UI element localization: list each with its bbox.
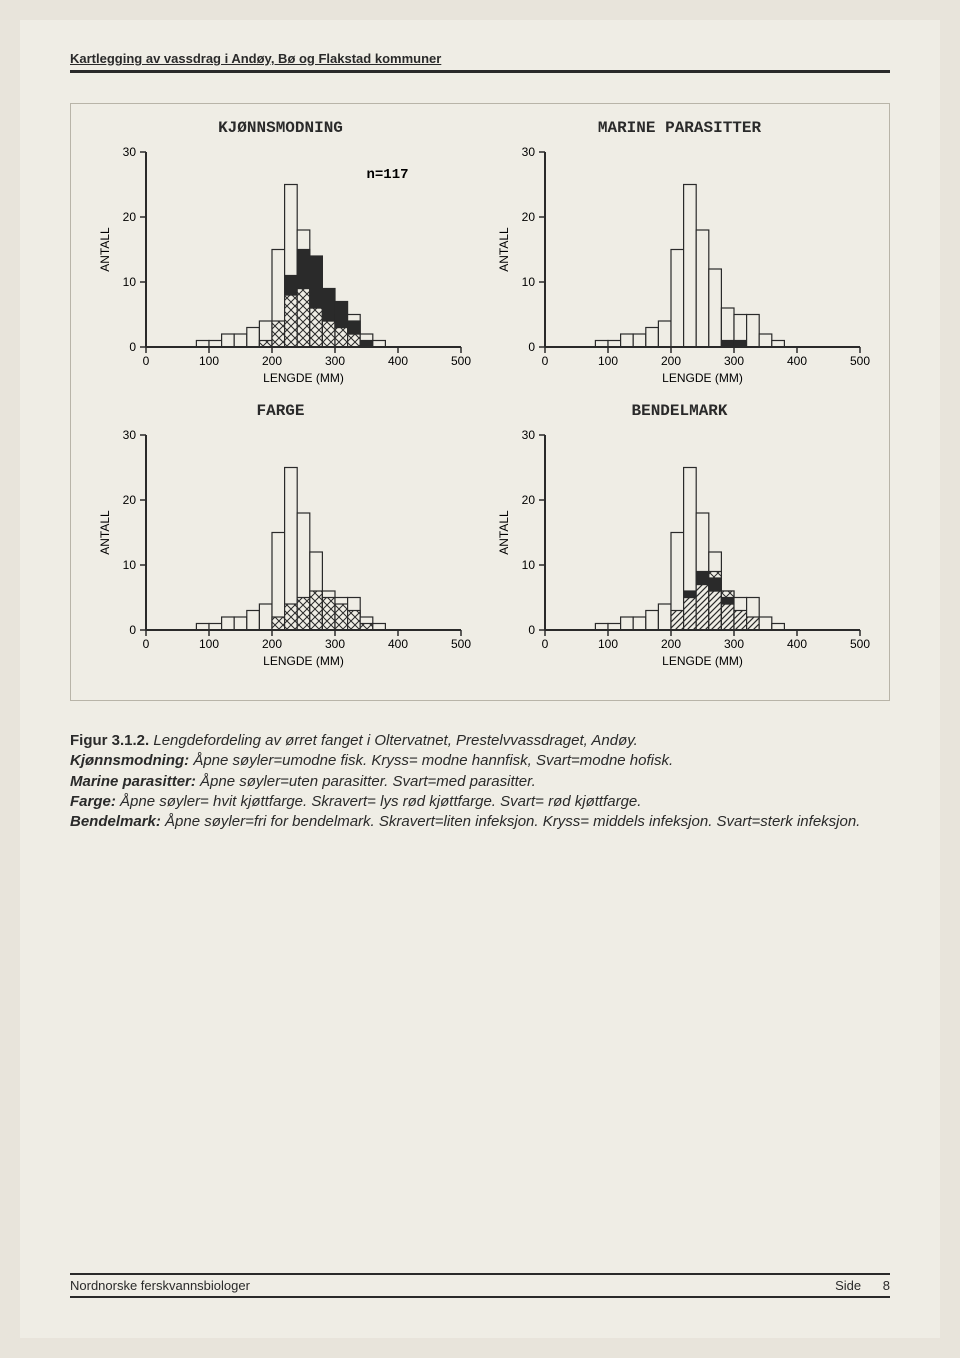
svg-text:400: 400 xyxy=(786,637,806,651)
cap-text-1: Åpne søyler=uten parasitter. Svart=med p… xyxy=(200,773,536,790)
svg-text:10: 10 xyxy=(521,275,535,289)
chart-title-3: FARGE xyxy=(89,402,472,420)
svg-text:100: 100 xyxy=(198,354,218,368)
svg-text:400: 400 xyxy=(387,354,407,368)
chart-title-2: MARINE PARASITTER xyxy=(488,119,871,137)
footer-side-label: Side xyxy=(835,1278,861,1293)
fig-label: Figur 3.1.2. xyxy=(70,732,149,749)
footer-page-no: 8 xyxy=(883,1278,890,1293)
svg-text:10: 10 xyxy=(122,558,136,572)
svg-text:LENGDE (MM): LENGDE (MM) xyxy=(263,654,344,668)
chart-row-2: FARGE 01020300100200300400500ANTALLLENGD… xyxy=(81,402,879,675)
svg-text:30: 30 xyxy=(122,428,136,442)
svg-text:300: 300 xyxy=(723,637,743,651)
svg-text:300: 300 xyxy=(324,637,344,651)
chart-svg-3: 01020300100200300400500ANTALLLENGDE (MM) xyxy=(91,425,471,675)
svg-text:0: 0 xyxy=(129,623,136,637)
cap-text-0: Åpne søyler=umodne fisk. Kryss= modne ha… xyxy=(193,752,673,769)
svg-text:20: 20 xyxy=(122,493,136,507)
chart-svg-4: 01020300100200300400500ANTALLLENGDE (MM) xyxy=(490,425,870,675)
svg-text:20: 20 xyxy=(521,210,535,224)
svg-text:400: 400 xyxy=(786,354,806,368)
chart-2: MARINE PARASITTER 0102030010020030040050… xyxy=(488,119,871,392)
svg-text:100: 100 xyxy=(597,637,617,651)
cap-label-3: Bendelmark: xyxy=(70,813,161,830)
svg-text:LENGDE (MM): LENGDE (MM) xyxy=(263,371,344,385)
cap-text-2: Åpne søyler= hvit kjøttfarge. Skravert= … xyxy=(120,793,641,810)
svg-text:30: 30 xyxy=(521,428,535,442)
svg-text:0: 0 xyxy=(528,340,535,354)
charts-panel: KJØNNSMODNING 01020300100200300400500ANT… xyxy=(70,103,890,701)
svg-text:300: 300 xyxy=(723,354,743,368)
footer: Nordnorske ferskvannsbiologer Side 8 xyxy=(70,1273,890,1298)
svg-text:500: 500 xyxy=(450,637,470,651)
svg-text:500: 500 xyxy=(849,637,869,651)
svg-text:200: 200 xyxy=(261,637,281,651)
cap-label-2: Farge: xyxy=(70,793,116,810)
svg-text:ANTALL: ANTALL xyxy=(497,510,511,555)
svg-text:100: 100 xyxy=(198,637,218,651)
svg-text:100: 100 xyxy=(597,354,617,368)
svg-text:LENGDE (MM): LENGDE (MM) xyxy=(662,371,743,385)
chart-row-1: KJØNNSMODNING 01020300100200300400500ANT… xyxy=(81,119,879,392)
svg-text:0: 0 xyxy=(142,354,149,368)
svg-text:ANTALL: ANTALL xyxy=(98,510,112,555)
chart-svg-1: 01020300100200300400500ANTALLLENGDE (MM)… xyxy=(91,142,471,392)
chart-title-1: KJØNNSMODNING xyxy=(89,119,472,137)
svg-text:0: 0 xyxy=(528,623,535,637)
svg-text:10: 10 xyxy=(122,275,136,289)
chart-1: KJØNNSMODNING 01020300100200300400500ANT… xyxy=(89,119,472,392)
page: Kartlegging av vassdrag i Andøy, Bø og F… xyxy=(20,20,940,1338)
svg-text:200: 200 xyxy=(660,354,680,368)
chart-title-4: BENDELMARK xyxy=(488,402,871,420)
cap-label-0: Kjønnsmodning: xyxy=(70,752,189,769)
svg-text:300: 300 xyxy=(324,354,344,368)
svg-text:0: 0 xyxy=(129,340,136,354)
svg-text:500: 500 xyxy=(450,354,470,368)
svg-text:200: 200 xyxy=(261,354,281,368)
svg-text:10: 10 xyxy=(521,558,535,572)
svg-text:30: 30 xyxy=(521,145,535,159)
svg-text:20: 20 xyxy=(122,210,136,224)
header-text: Kartlegging av vassdrag i Andøy, Bø og F… xyxy=(70,51,441,66)
svg-text:0: 0 xyxy=(541,354,548,368)
svg-text:400: 400 xyxy=(387,637,407,651)
chart-4: BENDELMARK 01020300100200300400500ANTALL… xyxy=(488,402,871,675)
header-line: Kartlegging av vassdrag i Andøy, Bø og F… xyxy=(70,50,890,73)
cap-label-1: Marine parasitter: xyxy=(70,773,196,790)
svg-text:LENGDE (MM): LENGDE (MM) xyxy=(662,654,743,668)
svg-text:ANTALL: ANTALL xyxy=(497,227,511,272)
cap-text-3: Åpne søyler=fri for bendelmark. Skravert… xyxy=(165,813,860,830)
chart-svg-2: 01020300100200300400500ANTALLLENGDE (MM) xyxy=(490,142,870,392)
footer-left: Nordnorske ferskvannsbiologer xyxy=(70,1278,250,1293)
svg-text:0: 0 xyxy=(541,637,548,651)
svg-text:30: 30 xyxy=(122,145,136,159)
chart-3: FARGE 01020300100200300400500ANTALLLENGD… xyxy=(89,402,472,675)
svg-text:ANTALL: ANTALL xyxy=(98,227,112,272)
figure-caption: Figur 3.1.2. Lengdefordeling av ørret fa… xyxy=(70,731,890,832)
svg-text:n=117: n=117 xyxy=(366,167,408,183)
footer-right: Side 8 xyxy=(835,1278,890,1293)
svg-text:0: 0 xyxy=(142,637,149,651)
svg-text:500: 500 xyxy=(849,354,869,368)
fig-main: Lengdefordeling av ørret fanget i Olterv… xyxy=(153,732,637,749)
svg-text:200: 200 xyxy=(660,637,680,651)
svg-text:20: 20 xyxy=(521,493,535,507)
